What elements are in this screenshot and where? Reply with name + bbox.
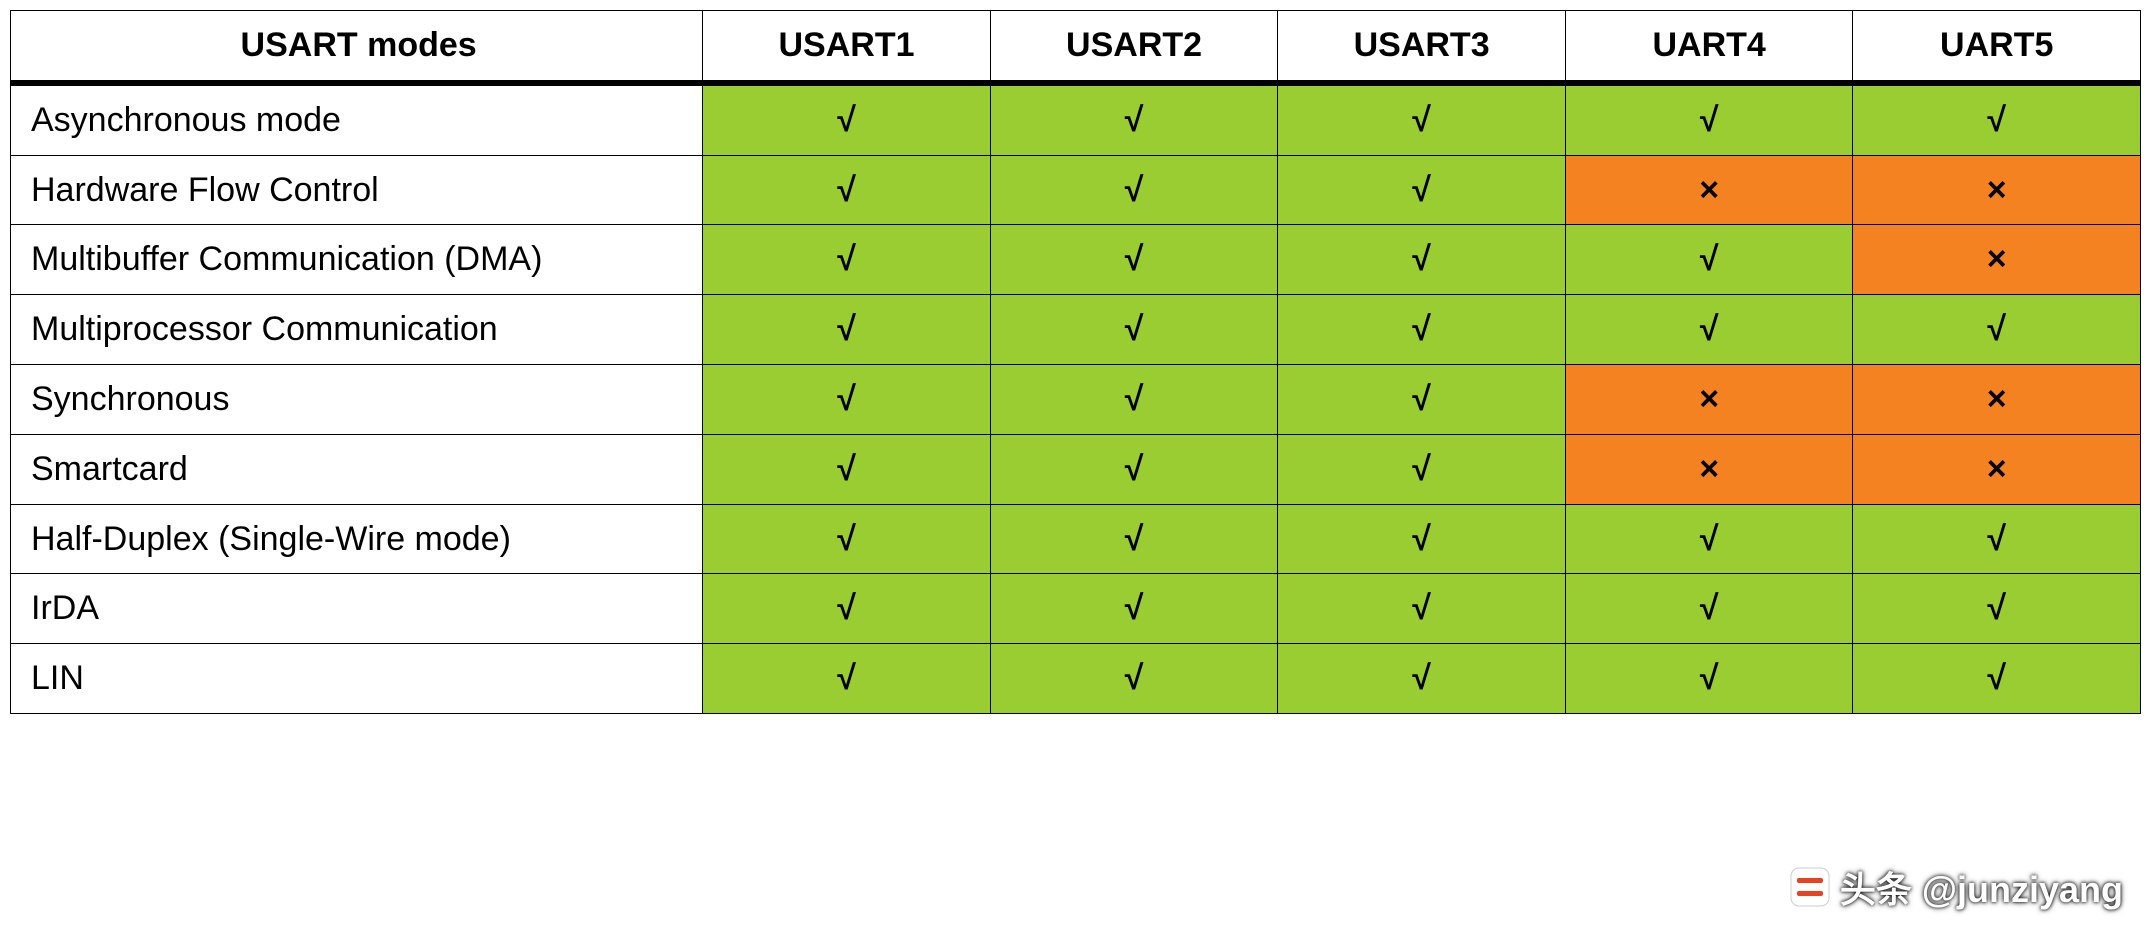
supported-cell: √ [703,83,991,155]
table-header-row: USART modesUSART1USART2USART3UART4UART5 [11,11,2141,83]
supported-cell: √ [1853,574,2141,644]
row-label: Multibuffer Communication (DMA) [11,225,703,295]
supported-cell: √ [990,574,1278,644]
supported-cell: √ [703,155,991,225]
unsupported-cell: × [1853,225,2141,295]
supported-cell: √ [703,644,991,714]
row-label: Synchronous [11,364,703,434]
supported-cell: √ [1278,644,1566,714]
supported-cell: √ [1278,434,1566,504]
table-row: IrDA√√√√√ [11,574,2141,644]
table-row: Hardware Flow Control√√√×× [11,155,2141,225]
supported-cell: √ [1565,225,1853,295]
supported-cell: √ [990,83,1278,155]
row-label: IrDA [11,574,703,644]
row-label: Smartcard [11,434,703,504]
supported-cell: √ [1278,504,1566,574]
unsupported-cell: × [1853,155,2141,225]
unsupported-cell: × [1853,434,2141,504]
supported-cell: √ [1565,83,1853,155]
usart-modes-table: USART modesUSART1USART2USART3UART4UART5 … [10,10,2141,714]
supported-cell: √ [1278,83,1566,155]
column-header: UART5 [1853,11,2141,83]
supported-cell: √ [1278,574,1566,644]
supported-cell: √ [1278,225,1566,295]
unsupported-cell: × [1565,434,1853,504]
supported-cell: √ [703,504,991,574]
supported-cell: √ [703,225,991,295]
modes-column-header: USART modes [11,11,703,83]
supported-cell: √ [990,155,1278,225]
supported-cell: √ [1278,295,1566,365]
supported-cell: √ [703,295,991,365]
table-row: Synchronous√√√×× [11,364,2141,434]
unsupported-cell: × [1565,364,1853,434]
unsupported-cell: × [1565,155,1853,225]
table-row: Multibuffer Communication (DMA)√√√√× [11,225,2141,295]
supported-cell: √ [990,364,1278,434]
supported-cell: √ [1853,504,2141,574]
table-row: Smartcard√√√×× [11,434,2141,504]
toutiao-icon [1790,867,1830,907]
row-label: LIN [11,644,703,714]
row-label: Hardware Flow Control [11,155,703,225]
supported-cell: √ [990,434,1278,504]
supported-cell: √ [1278,364,1566,434]
column-header: USART1 [703,11,991,83]
column-header: USART2 [990,11,1278,83]
column-header: UART4 [1565,11,1853,83]
supported-cell: √ [1565,644,1853,714]
table-row: Asynchronous mode√√√√√ [11,83,2141,155]
row-label: Asynchronous mode [11,83,703,155]
watermark: 头条 @junziyang [1790,861,2123,913]
table-row: LIN√√√√√ [11,644,2141,714]
supported-cell: √ [990,644,1278,714]
table-row: Half-Duplex (Single-Wire mode)√√√√√ [11,504,2141,574]
supported-cell: √ [1565,574,1853,644]
row-label: Multiprocessor Communication [11,295,703,365]
column-header: USART3 [1278,11,1566,83]
supported-cell: √ [703,364,991,434]
supported-cell: √ [1853,644,2141,714]
row-label: Half-Duplex (Single-Wire mode) [11,504,703,574]
supported-cell: √ [1565,295,1853,365]
supported-cell: √ [1565,504,1853,574]
table-row: Multiprocessor Communication√√√√√ [11,295,2141,365]
supported-cell: √ [990,295,1278,365]
supported-cell: √ [703,574,991,644]
supported-cell: √ [990,504,1278,574]
supported-cell: √ [703,434,991,504]
supported-cell: √ [1278,155,1566,225]
supported-cell: √ [1853,83,2141,155]
unsupported-cell: × [1853,364,2141,434]
watermark-text: 头条 @junziyang [1840,861,2123,913]
supported-cell: √ [1853,295,2141,365]
supported-cell: √ [990,225,1278,295]
